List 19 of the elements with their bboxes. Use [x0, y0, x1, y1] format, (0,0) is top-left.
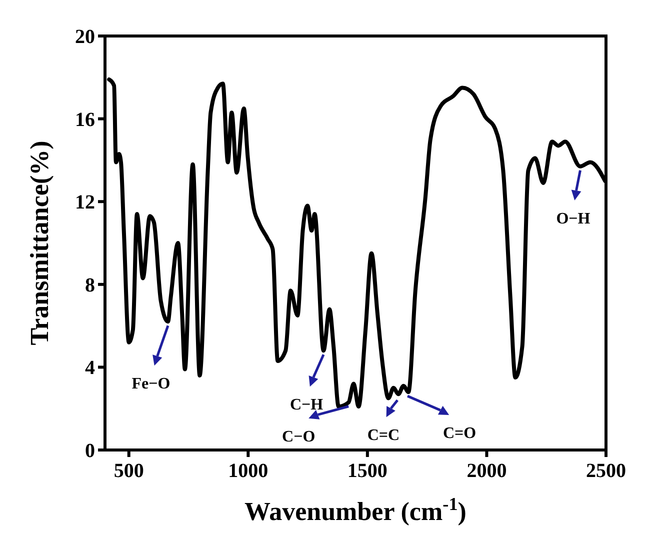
y-tick-label: 4: [85, 357, 95, 380]
y-tick-label: 20: [75, 26, 95, 48]
x-tick-label: 500: [114, 460, 144, 482]
x-tick-label: 2500: [586, 460, 626, 482]
y-tick-label: 16: [75, 108, 95, 131]
y-axis-title: Transmittance(%): [25, 140, 54, 346]
y-tick-label: 8: [85, 274, 95, 296]
x-tick-label: 1000: [228, 460, 268, 482]
y-tick-label: 0: [85, 440, 95, 462]
x-tick-label: 2000: [466, 460, 507, 482]
y-tick-label: 12: [75, 192, 95, 214]
annotation: C−O: [282, 428, 316, 446]
annotation: C=C: [367, 427, 400, 444]
annotation: Fe−O: [132, 376, 170, 393]
x-axis-title: Wavenumber (cm$^{-1}$): [244, 494, 466, 526]
annotation: C=O: [442, 425, 476, 442]
x-tick-label: 1500: [347, 460, 388, 482]
annotation: C−H: [290, 396, 324, 414]
annotation: O−H: [556, 210, 591, 228]
